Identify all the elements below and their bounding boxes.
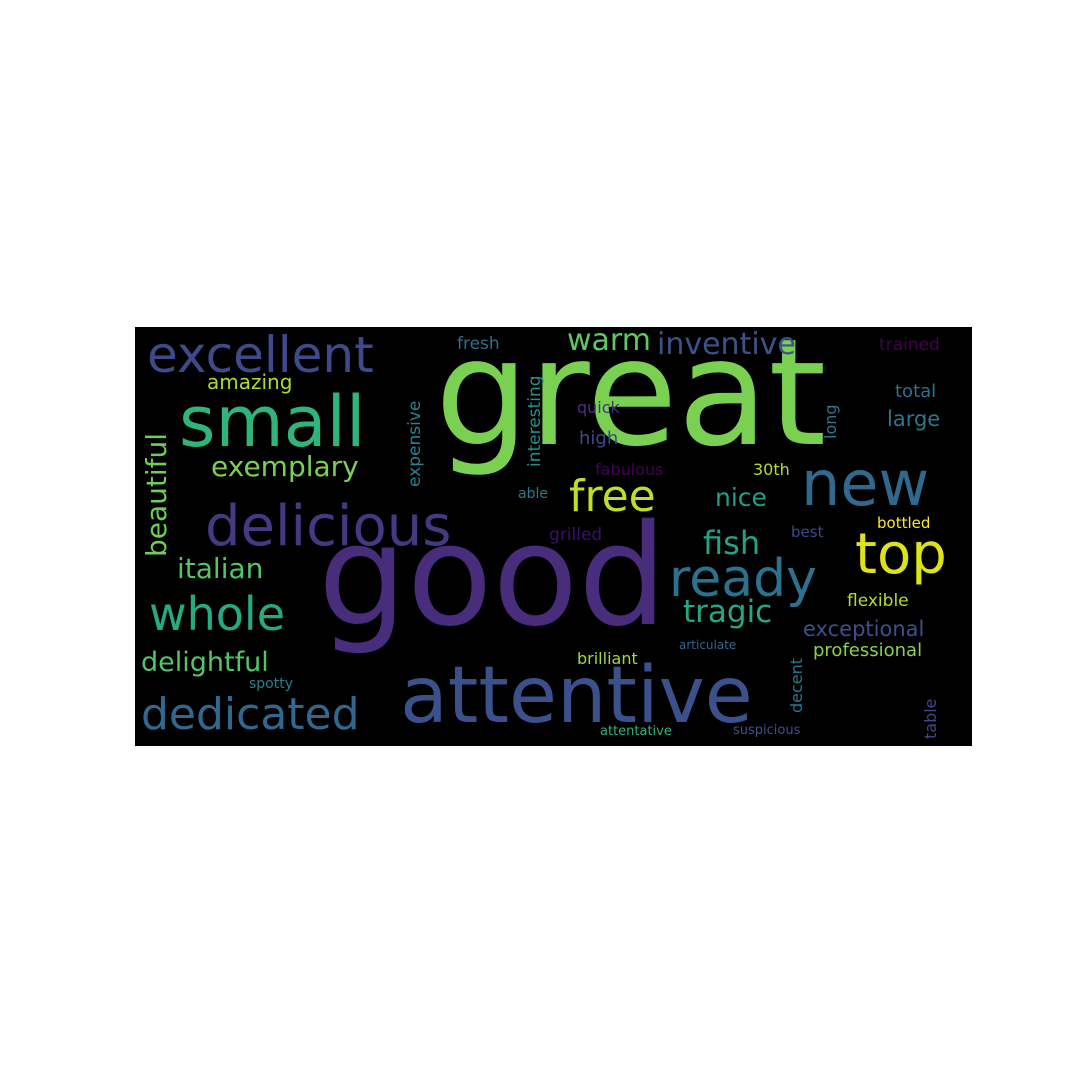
word-professional: professional xyxy=(813,640,923,661)
word-whole: whole xyxy=(149,587,286,641)
word-delightful: delightful xyxy=(141,647,269,678)
word-quick: quick xyxy=(577,398,620,417)
word-excellent: excellent xyxy=(147,327,374,384)
word-trained: trained xyxy=(879,335,940,355)
word-attentative: attentative xyxy=(600,724,672,739)
word-expensive: expensive xyxy=(405,400,425,487)
word-exemplary: exemplary xyxy=(211,450,359,483)
word-large: large xyxy=(887,407,941,431)
word-fish: fish xyxy=(703,524,761,562)
word-total: total xyxy=(895,381,937,402)
word-small: small xyxy=(179,381,366,463)
word-flexible: flexible xyxy=(847,591,909,611)
word-interesting: interesting xyxy=(525,375,545,467)
word-delicious: delicious xyxy=(205,494,452,559)
word-great: great xyxy=(435,327,827,479)
word-bottled: bottled xyxy=(877,514,931,532)
word-fabulous: fabulous xyxy=(595,460,664,479)
word-articulate: articulate xyxy=(679,638,737,652)
word-fresh: fresh xyxy=(457,334,500,354)
word-brilliant: brilliant xyxy=(577,649,638,668)
word-top: top xyxy=(855,522,947,587)
word-attentive: attentive xyxy=(400,651,753,741)
word-suspicious: suspicious xyxy=(733,723,801,738)
word-nice: nice xyxy=(715,483,767,512)
word-30th: 30th xyxy=(753,460,790,479)
word-table: table xyxy=(921,698,940,739)
word-inventive: inventive xyxy=(657,327,796,362)
word-best: best xyxy=(791,523,824,541)
word-ready: ready xyxy=(669,549,817,609)
word-warm: warm xyxy=(567,327,651,358)
word-able: able xyxy=(518,486,548,502)
word-dedicated: dedicated xyxy=(141,689,360,740)
word-long: long xyxy=(821,404,840,439)
word-grilled: grilled xyxy=(549,525,603,545)
word-decent: decent xyxy=(787,657,806,713)
word-free: free xyxy=(569,471,656,522)
word-exceptional: exceptional xyxy=(803,617,925,641)
word-cloud: great good attentive small delicious exc… xyxy=(135,327,972,746)
word-italian: italian xyxy=(177,552,264,585)
word-new: new xyxy=(801,447,930,520)
word-spotty: spotty xyxy=(249,676,294,692)
word-amazing: amazing xyxy=(207,370,293,394)
word-tragic: tragic xyxy=(683,594,773,630)
word-beautiful: beautiful xyxy=(140,432,173,557)
word-good: good xyxy=(318,495,668,658)
word-high: high xyxy=(579,428,619,449)
